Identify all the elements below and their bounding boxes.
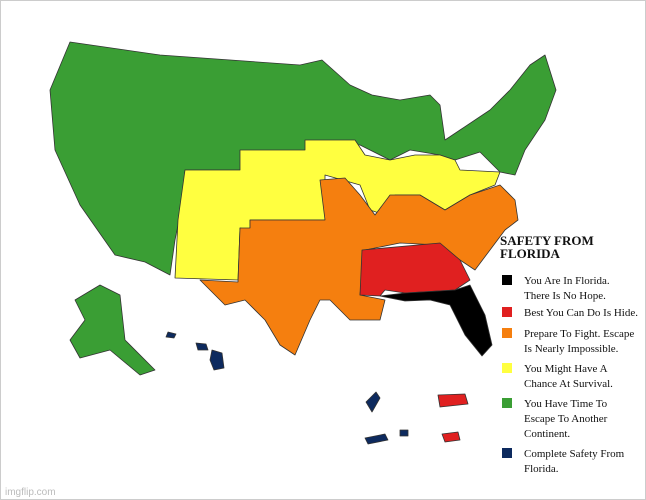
region-puerto-rico: [437, 393, 469, 408]
legend-label: There Is No Hope.: [524, 290, 606, 302]
legend-label: Prepare To Fight. Escape: [524, 328, 634, 340]
legend-swatch: [502, 398, 512, 408]
region-hawaii: [195, 342, 209, 351]
region-samoa: [364, 433, 389, 445]
region-alaska: [69, 284, 156, 376]
legend-label: Continent.: [524, 428, 570, 440]
legend-swatch: [502, 363, 512, 373]
legend-label: Complete Safety From: [524, 448, 625, 460]
region-guam: [365, 391, 381, 413]
legend-label: You Might Have A: [524, 363, 608, 375]
legend-label: You Have Time To: [524, 398, 608, 410]
region-islands: [399, 429, 409, 437]
legend-swatch: [502, 307, 512, 317]
map: [49, 41, 557, 445]
legend-title: FLORIDA: [500, 246, 561, 261]
legend-label: You Are In Florida.: [524, 275, 610, 287]
legend-label: Is Nearly Impossible.: [524, 343, 619, 355]
region-hawaii: [165, 331, 177, 339]
region-orange: [199, 177, 519, 356]
legend-swatch: [502, 448, 512, 458]
legend-label: Escape To Another: [524, 413, 608, 425]
watermark: imgflip.com: [5, 487, 56, 498]
legend-label: Chance At Survival.: [524, 378, 613, 390]
region-islands: [441, 431, 461, 443]
legend-label: Best You Can Do Is Hide.: [524, 307, 638, 319]
region-black: [379, 284, 493, 357]
legend-swatch: [502, 275, 512, 285]
legend-swatch: [502, 328, 512, 338]
legend-title: SAFETY FROM: [500, 233, 594, 248]
legend-label: Florida.: [524, 463, 559, 475]
region-hawaii: [209, 349, 225, 371]
